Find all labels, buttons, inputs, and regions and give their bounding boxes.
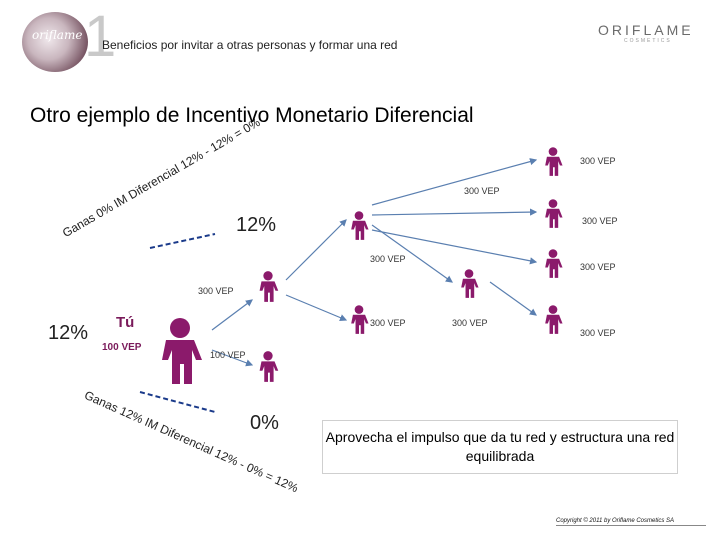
fan-vep-4: 300 VEP xyxy=(580,262,616,272)
person-icon-you xyxy=(162,318,202,384)
you-vep: 100 VEP xyxy=(102,342,142,353)
you-label: Tú xyxy=(116,314,135,331)
level1-percent: 0% xyxy=(250,412,279,434)
branch-a-vep: 300 VEP xyxy=(370,254,406,264)
person-icon-fan-1 xyxy=(545,147,563,176)
branch-b-vep: 300 VEP xyxy=(370,318,406,328)
brand-subtitle: COSMETICS xyxy=(624,38,672,44)
person-icon-fan-2 xyxy=(545,199,563,228)
section-number: 1 xyxy=(84,4,117,69)
branch-c-vep: 300 VEP xyxy=(452,318,488,328)
person-icon-level1 xyxy=(259,351,279,382)
logo-text: oriflame xyxy=(32,28,83,42)
arrow-lines xyxy=(211,158,538,367)
fan-vep-1: 300 VEP xyxy=(464,186,500,196)
dashed-line-bottom xyxy=(139,391,216,413)
copyright-text: Copyright © 2011 by Oriflame Cosmetics S… xyxy=(556,518,675,524)
person-icon-fan-3 xyxy=(545,249,563,278)
person-icon-level2 xyxy=(259,271,279,302)
header-title: Beneficios por invitar a otras personas … xyxy=(102,38,398,52)
fan-vep-2: 300 VEP xyxy=(580,156,616,166)
dashed-line-top xyxy=(149,233,216,249)
you-percent: 12% xyxy=(48,322,89,344)
person-icon-branch-b xyxy=(351,305,369,334)
person-icon-fan-4 xyxy=(545,305,563,334)
copyright-underline xyxy=(556,525,706,526)
fan-vep-5: 300 VEP xyxy=(580,328,616,338)
brand-logo: ORIFLAME xyxy=(598,22,694,38)
message-text: Aprovecha el impulso que da tu red y est… xyxy=(325,429,675,464)
fan-vep-3: 300 VEP xyxy=(582,216,618,226)
level2-vep: 300 VEP xyxy=(198,286,234,296)
message-box: Aprovecha el impulso que da tu red y est… xyxy=(322,420,678,474)
oriflame-logo-image: oriflame xyxy=(22,12,88,72)
person-icon-branch-c xyxy=(461,269,479,298)
page-subtitle: Otro ejemplo de Incentivo Monetario Dife… xyxy=(30,104,474,127)
level1-vep: 100 VEP xyxy=(210,350,246,360)
person-icon-branch-a xyxy=(351,211,369,240)
level2-percent: 12% xyxy=(236,214,277,236)
